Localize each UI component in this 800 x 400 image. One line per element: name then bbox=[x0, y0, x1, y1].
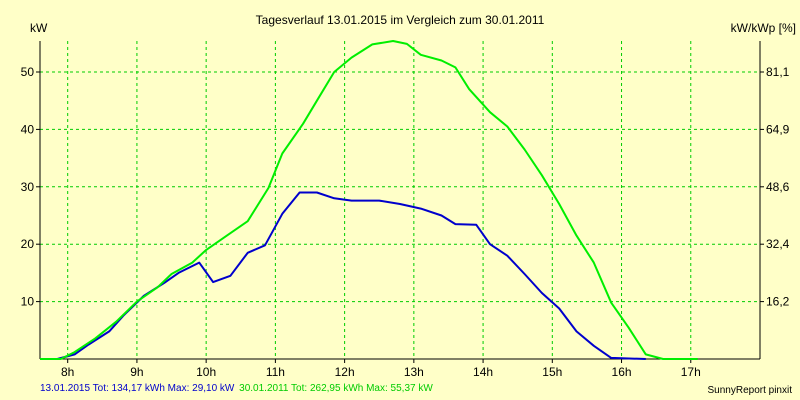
y-tick-label: 20 bbox=[21, 237, 35, 251]
series-line-2 bbox=[40, 40, 698, 360]
y-tick-label: 40 bbox=[21, 122, 35, 136]
right-tick-label: 16,2 bbox=[766, 295, 790, 309]
footer-series-2: 30.01.2011 Tot: 262,95 kWh Max: 55,37 kW bbox=[239, 383, 433, 394]
footer-series-1: 13.01.2015 Tot: 134,17 kWh Max: 29,10 kW bbox=[40, 383, 235, 394]
right-tick-label: 32,4 bbox=[766, 237, 790, 251]
chart-title: Tagesverlauf 13.01.2015 im Vergleich zum… bbox=[256, 13, 545, 27]
axes bbox=[36, 41, 764, 363]
x-tick-label: 17h bbox=[681, 365, 701, 379]
y-axis-label-left: kW bbox=[30, 21, 48, 35]
right-tick-label: 81,1 bbox=[766, 65, 790, 79]
x-tick-label: 13h bbox=[404, 365, 424, 379]
footer-summary: 13.01.2015 Tot: 134,17 kWh Max: 29,10 kW… bbox=[40, 383, 435, 394]
series-lines bbox=[40, 40, 698, 360]
x-tick-label: 14h bbox=[473, 365, 493, 379]
tick-labels: 8h 9h 10h 11h 12h 13h 14h 15h 16h 17h 10 20 30 40 50 16… bbox=[21, 65, 790, 379]
y-axis-label-right: kW/kWp [%] bbox=[731, 21, 796, 35]
x-tick-label: 10h bbox=[196, 365, 216, 379]
y-tick-label: 50 bbox=[21, 65, 35, 79]
series-line-1 bbox=[57, 191, 646, 360]
credit-text: SunnyReport pinxit bbox=[707, 385, 793, 396]
right-tick-label: 64,9 bbox=[766, 122, 790, 136]
x-tick-label: 8h bbox=[61, 365, 74, 379]
y-tick-label: 10 bbox=[21, 295, 35, 309]
x-tick-label: 11h bbox=[266, 365, 285, 379]
x-tick-label: 9h bbox=[130, 365, 143, 379]
x-tick-label: 12h bbox=[335, 365, 355, 379]
right-tick-label: 48,6 bbox=[766, 180, 790, 194]
x-tick-label: 15h bbox=[542, 365, 562, 379]
y-tick-label: 30 bbox=[21, 180, 35, 194]
x-tick-label: 16h bbox=[612, 365, 632, 379]
grid bbox=[40, 41, 760, 359]
